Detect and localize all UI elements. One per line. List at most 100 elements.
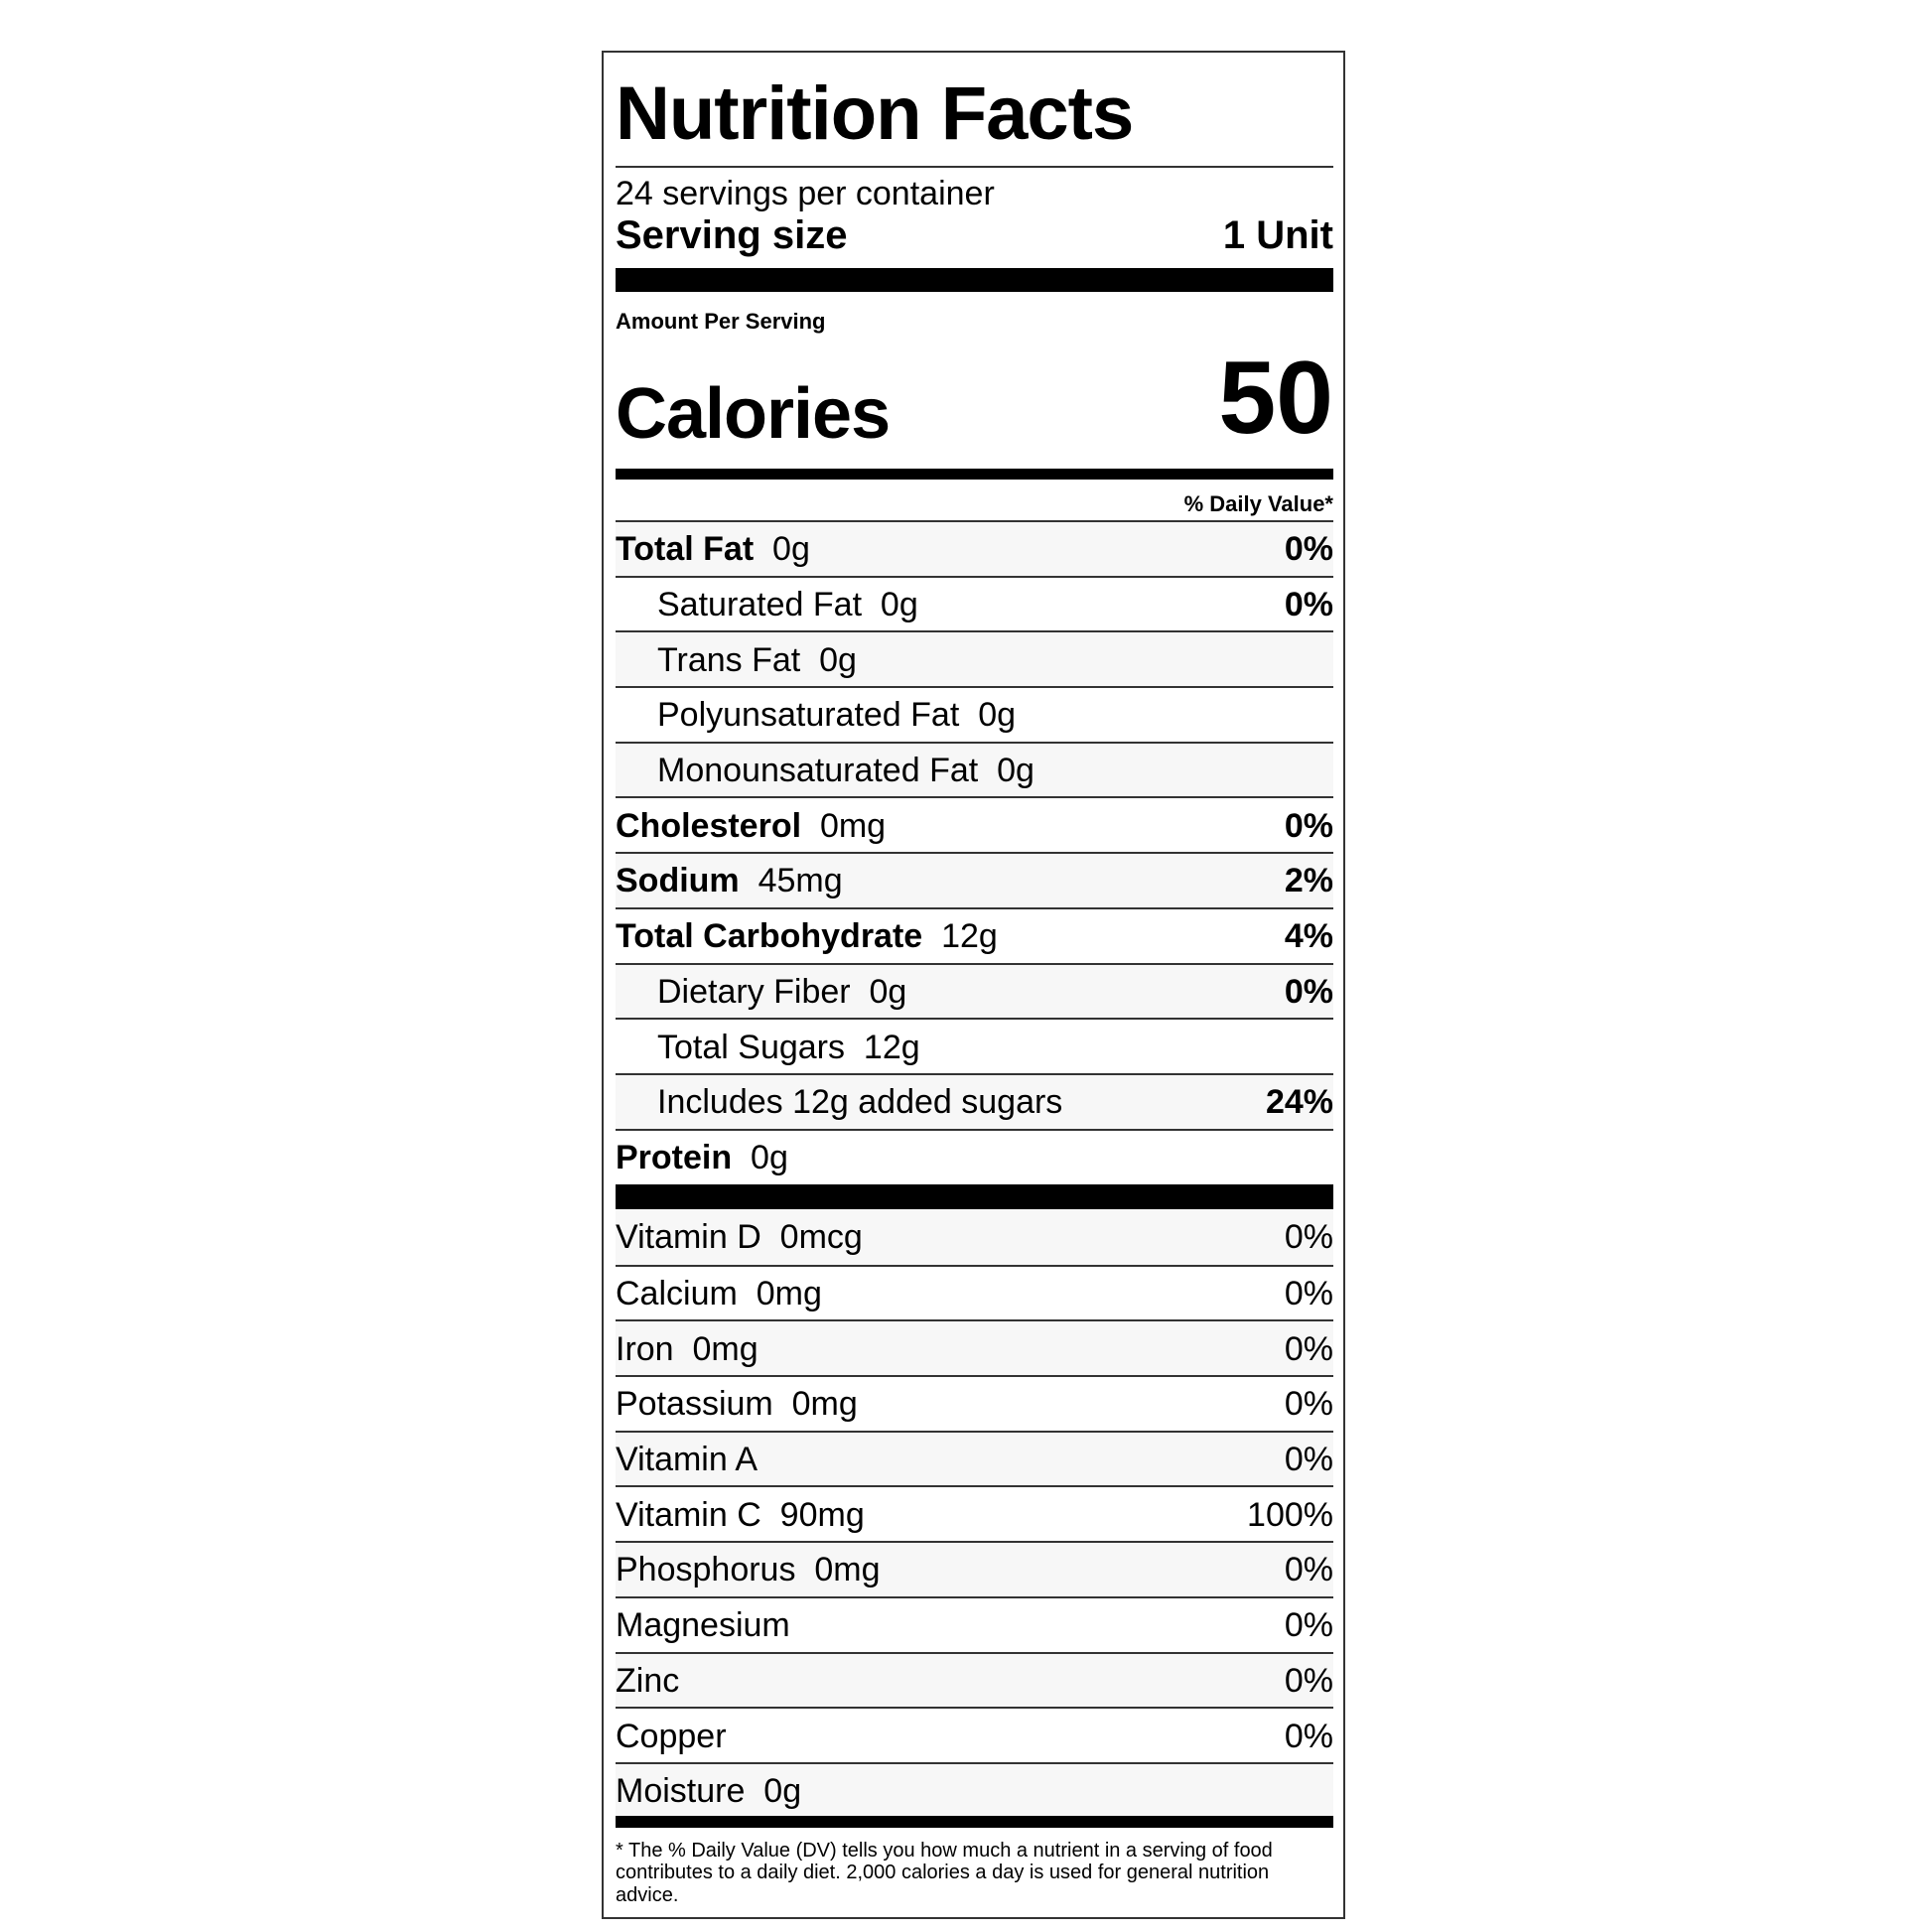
daily-value-percent: 0% [1284,1717,1333,1755]
nutrient-row: Protein 0g [616,1128,1333,1184]
nutrient-amount: 0mg [791,1385,858,1424]
nutrient-row: Cholesterol 0mg 0% [616,796,1333,852]
nutrient-label: Magnesium [616,1606,790,1645]
serving-size-label: Serving size [616,213,848,257]
nutrient-row: Dietary Fiber 0g 0% [616,962,1333,1019]
vitamin-list: Vitamin D 0mcg 0% Calcium 0mg 0% Iron 0mg 0% P… [616,1209,1333,1818]
nutrition-facts-label: Nutrition Facts 24 servings per containe… [602,51,1345,1919]
nutrient-name: Total Fat [616,530,755,569]
daily-value-percent: 0% [1284,972,1333,1011]
nutrient-label: Vitamin A [616,1441,758,1479]
nutrient-amount: 0g [819,640,857,679]
daily-value-percent: 0% [1284,1661,1333,1700]
nutrient-amount: 0mg [756,1275,822,1313]
nutrient-label: Saturated Fat 0g [616,586,918,624]
vitamin-row: Vitamin A 0% [616,1430,1333,1486]
nutrient-name: Includes 12g added sugars [657,1083,1063,1122]
footnote: * The % Daily Value (DV) tells you how m… [616,1840,1273,1906]
vitamin-row: Copper 0% [616,1707,1333,1762]
nutrient-row: Trans Fat 0g [616,630,1333,687]
nutrient-row: Sodium 45mg 2% [616,852,1333,907]
nutrient-amount: 0mg [692,1329,759,1368]
daily-value-percent: 0% [1284,586,1333,624]
nutrient-label: Polyunsaturated Fat 0g [616,696,1016,735]
nutrient-name: Copper [616,1717,727,1755]
thick-divider [616,268,1333,292]
nutrient-row: Total Fat 0g 0% [616,520,1333,576]
nutrient-name: Protein [616,1138,733,1176]
nutrient-label: Moisture 0g [616,1772,801,1811]
daily-value-percent: 2% [1284,862,1333,900]
nutrient-label: Sodium 45mg [616,862,843,900]
nutrient-label: Zinc [616,1662,679,1701]
nutrient-label: Total Sugars 12g [616,1029,920,1067]
daily-value-percent: 0% [1284,1606,1333,1645]
daily-value-header: % Daily Value* [1183,491,1333,516]
daily-value-percent: 0% [1284,1329,1333,1368]
label-title: Nutrition Facts [616,71,1134,156]
divider [616,166,1333,168]
nutrient-row: Total Sugars 12g [616,1018,1333,1073]
calories-label: Calories [616,374,891,454]
nutrient-name: Trans Fat [657,640,801,679]
nutrient-label: Total Fat 0g [616,530,810,569]
nutrient-name: Vitamin D [616,1218,761,1257]
vitamin-row: Vitamin D 0mcg 0% [616,1209,1333,1265]
daily-value-percent: 4% [1284,917,1333,956]
nutrient-name: Vitamin A [616,1441,759,1479]
daily-value-percent: 24% [1265,1083,1333,1122]
thick-divider [616,1184,1333,1209]
nutrient-name: Potassium [616,1385,773,1424]
nutrient-label: Copper [616,1718,727,1756]
vitamin-row: Phosphorus 0mg 0% [616,1541,1333,1596]
nutrient-row: Polyunsaturated Fat 0g [616,686,1333,742]
vitamin-row: Moisture 0g [616,1761,1333,1818]
nutrient-name: Monounsaturated Fat [657,752,979,790]
daily-value-percent: 0% [1284,530,1333,569]
nutrient-label: Potassium 0mg [616,1385,858,1424]
nutrient-name: Vitamin C [616,1495,761,1534]
nutrient-label: Calcium 0mg [616,1275,822,1313]
nutrient-name: Calcium [616,1275,738,1313]
daily-value-percent: 0% [1284,1275,1333,1313]
nutrient-name: Total Carbohydrate [616,917,923,956]
nutrient-amount: 45mg [758,862,843,900]
nutrient-amount: 12g [941,917,998,956]
medium-divider [616,1816,1333,1828]
vitamin-row: Zinc 0% [616,1651,1333,1708]
nutrient-amount: 0mcg [779,1218,863,1257]
nutrient-amount: 0mg [814,1551,881,1589]
nutrient-name: Cholesterol [616,806,802,845]
nutrient-amount: 0g [997,752,1035,790]
servings-per-container: 24 servings per container [616,175,995,212]
nutrient-amount: 0mg [819,806,887,845]
nutrient-label: Cholesterol 0mg [616,807,886,846]
nutrient-name: Phosphorus [616,1551,796,1589]
nutrient-label: Total Carbohydrate 12g [616,917,998,956]
nutrient-name: Sodium [616,862,740,900]
nutrient-amount: 0g [763,1772,802,1811]
serving-size: Serving size 1 Unit [616,213,1333,257]
daily-value-percent: 100% [1247,1495,1333,1534]
daily-value-percent: 0% [1284,806,1333,845]
nutrient-label: Vitamin D 0mcg [616,1218,863,1257]
nutrient-name: Zinc [616,1661,680,1700]
serving-size-value: 1 Unit [1222,213,1333,257]
nutrient-row: Total Carbohydrate 12g 4% [616,906,1333,963]
nutrient-row: Saturated Fat 0g 0% [616,575,1333,631]
nutrient-name: Magnesium [616,1606,790,1645]
calories-value: 50 [1218,341,1333,456]
vitamin-row: Vitamin C 90mg 100% [616,1485,1333,1541]
nutrient-row: Monounsaturated Fat 0g [616,741,1333,797]
nutrient-label: Vitamin C 90mg [616,1496,865,1535]
amount-per-serving: Amount Per Serving [616,309,826,334]
nutrient-label: Iron 0mg [616,1330,759,1369]
nutrient-label: Includes 12g added sugars [616,1083,1062,1122]
nutrient-name: Saturated Fat [657,586,863,624]
medium-divider [616,469,1333,480]
nutrient-amount: 0g [869,972,907,1011]
vitamin-row: Iron 0mg 0% [616,1319,1333,1376]
nutrient-name: Moisture [616,1772,746,1811]
nutrient-label: Protein 0g [616,1139,788,1177]
vitamin-row: Calcium 0mg 0% [616,1264,1333,1320]
